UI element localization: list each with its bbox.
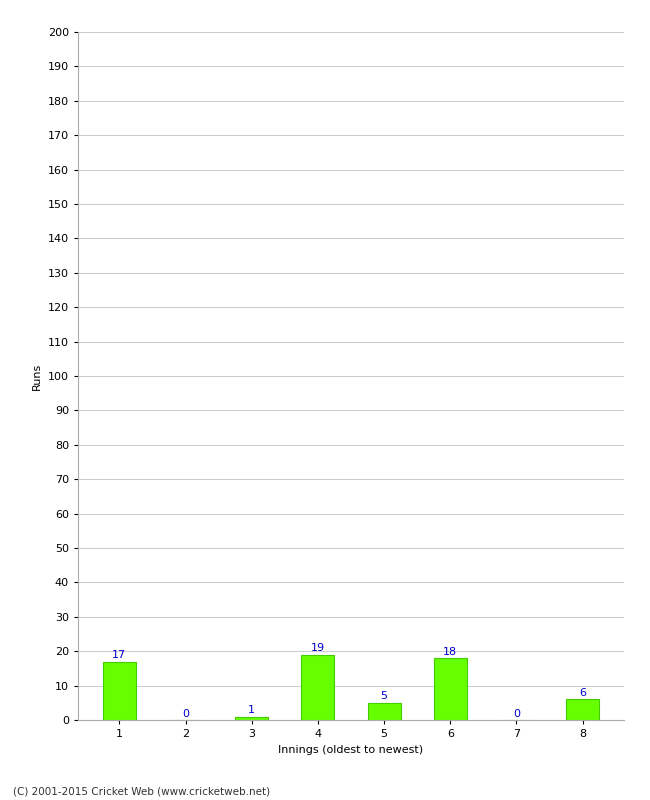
Text: 6: 6 xyxy=(579,688,586,698)
Text: 0: 0 xyxy=(513,709,520,718)
Text: 17: 17 xyxy=(112,650,127,660)
Bar xyxy=(367,702,400,720)
Text: 5: 5 xyxy=(381,691,387,702)
Text: (C) 2001-2015 Cricket Web (www.cricketweb.net): (C) 2001-2015 Cricket Web (www.cricketwe… xyxy=(13,786,270,796)
Text: 0: 0 xyxy=(182,709,189,718)
Text: 1: 1 xyxy=(248,705,255,715)
Bar xyxy=(235,717,268,720)
Bar xyxy=(566,699,599,720)
Bar xyxy=(302,654,335,720)
Bar xyxy=(434,658,467,720)
Bar xyxy=(103,662,136,720)
Y-axis label: Runs: Runs xyxy=(32,362,42,390)
Text: 19: 19 xyxy=(311,643,325,654)
Text: 18: 18 xyxy=(443,646,458,657)
X-axis label: Innings (oldest to newest): Innings (oldest to newest) xyxy=(278,745,424,754)
